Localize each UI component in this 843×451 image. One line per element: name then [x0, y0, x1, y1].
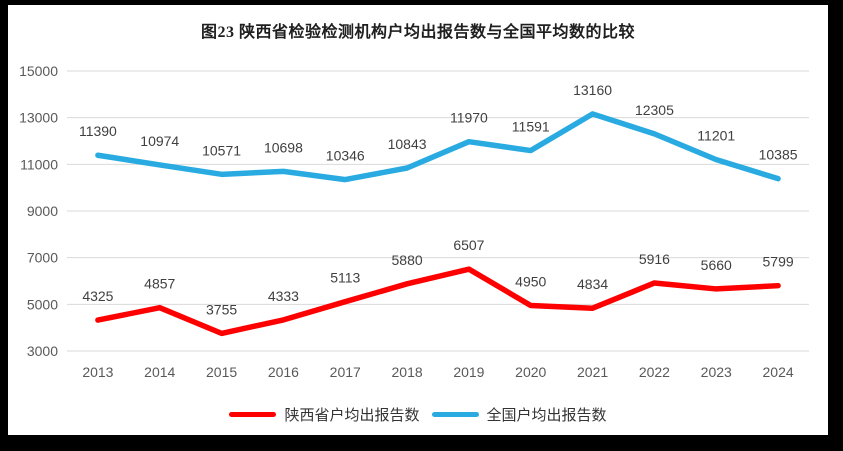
data-label: 10346 [326, 148, 365, 164]
data-label: 5880 [392, 252, 423, 268]
x-tick-label: 2021 [577, 364, 608, 380]
legend-swatch-national-line [431, 412, 479, 417]
chart-legend: 陕西省户均出报告数 全国户均出报告数 [8, 404, 828, 425]
chart-title: 图23 陕西省检验检测机构户均出报告数与全国平均数的比较 [200, 24, 635, 41]
x-tick-label: 2023 [701, 364, 732, 380]
legend-label-shaanxi: 陕西省户均出报告数 [284, 407, 420, 424]
y-tick-label: 5000 [27, 296, 58, 312]
data-label: 10698 [264, 139, 303, 155]
x-tick-label: 2020 [515, 364, 546, 380]
x-tick-label: 2024 [763, 364, 794, 380]
y-tick-label: 3000 [27, 343, 58, 359]
data-label: 11591 [512, 119, 550, 135]
x-tick-label: 2019 [453, 364, 484, 380]
y-tick-label: 7000 [27, 250, 58, 266]
x-tick-label: 2017 [330, 364, 361, 380]
y-tick-label: 13000 [19, 110, 58, 126]
legend-item-national: 全国户均出报告数 [431, 404, 607, 425]
data-label: 11970 [450, 110, 488, 126]
legend-item-shaanxi: 陕西省户均出报告数 [229, 404, 420, 425]
data-label: 13160 [573, 82, 612, 98]
data-label: 11201 [697, 128, 735, 144]
x-tick-label: 2014 [144, 364, 175, 380]
chart-area: 图23 陕西省检验检测机构户均出报告数与全国平均数的比较 3000 5000 700… [8, 5, 828, 435]
legend-label-national: 全国户均出报告数 [486, 407, 607, 424]
data-label: 11390 [79, 123, 117, 139]
data-label: 5799 [763, 254, 794, 270]
data-label: 5113 [330, 270, 360, 286]
data-label: 4950 [515, 274, 546, 290]
x-tick-label: 2016 [268, 364, 299, 380]
data-label: 12305 [635, 102, 674, 118]
series-line [95, 111, 781, 183]
data-label: 5916 [639, 251, 670, 267]
x-tick-label: 2022 [639, 364, 670, 380]
data-label: 10385 [759, 147, 798, 163]
x-tick-label: 2018 [392, 364, 423, 380]
x-tick-label: 2013 [82, 364, 113, 380]
series-line [95, 266, 781, 337]
line-chart-plot: 3000 5000 7000 9000 11000 13000 15000 2013 2014 2… [19, 63, 809, 380]
data-label: 4857 [144, 276, 175, 292]
data-label: 4333 [268, 288, 299, 304]
x-tick-label: 2015 [206, 364, 237, 380]
data-label: 4325 [82, 288, 113, 304]
data-label: 4834 [577, 276, 608, 292]
data-label: 3755 [206, 301, 237, 317]
legend-swatch-shaanxi-line [229, 412, 277, 417]
data-label: 10974 [140, 133, 179, 149]
y-tick-label: 11000 [20, 156, 58, 172]
data-label: 10571 [202, 142, 241, 158]
data-label: 6507 [453, 237, 484, 253]
data-label: 10843 [388, 136, 427, 152]
data-label: 5660 [701, 257, 732, 273]
y-tick-label: 15000 [19, 63, 58, 79]
y-tick-label: 9000 [27, 203, 58, 219]
